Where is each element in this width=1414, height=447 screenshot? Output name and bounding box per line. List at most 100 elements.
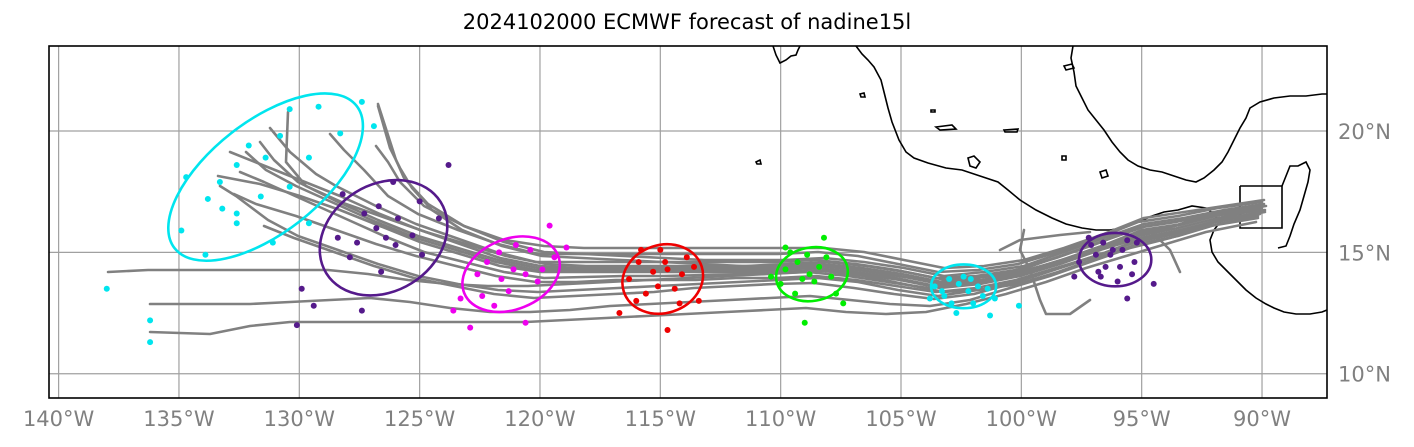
ensemble-point-purple	[354, 239, 361, 246]
ensemble-point-purple	[1097, 273, 1104, 280]
ensemble-point-purple	[1102, 263, 1109, 270]
ensemble-point-cyan	[337, 130, 344, 137]
ensemble-point-cyan	[955, 280, 962, 287]
ensemble-point-purple	[375, 203, 382, 210]
ensemble-point-cyan	[970, 300, 977, 307]
ensemble-point-purple	[293, 322, 300, 329]
ensemble-point-red	[657, 246, 664, 253]
ensemble-point-red	[664, 327, 671, 334]
ensemble-point-cyan	[967, 276, 974, 283]
ensemble-point-purple	[409, 232, 416, 239]
lon-tick-label: 125°W	[384, 407, 456, 431]
ensemble-point-cyan	[926, 295, 933, 302]
ensemble-point-red	[650, 268, 657, 275]
ensemble-positions	[103, 98, 1157, 346]
ensemble-point-purple	[382, 234, 389, 241]
ensemble-point-cyan	[948, 300, 955, 307]
ensemble-point-cyan	[233, 210, 240, 217]
ensemble-point-red	[616, 310, 623, 317]
ensemble-point-red	[642, 290, 649, 297]
ensemble-point-purple	[1114, 278, 1121, 285]
ensemble-point-green	[811, 278, 818, 285]
ensemble-point-red	[664, 266, 671, 273]
ensemble-point-cyan	[305, 154, 312, 161]
ensemble-point-cyan	[219, 205, 226, 212]
ensemble-point-cyan	[286, 106, 293, 113]
ensemble-point-magenta	[546, 222, 553, 229]
latitude-tick-labels: 20°N 15°N 10°N	[1338, 120, 1391, 387]
ensemble-tracks	[106, 102, 1268, 336]
ensemble-point-purple	[1092, 251, 1099, 258]
ensemble-point-cyan	[147, 339, 154, 346]
ensemble-point-cyan	[245, 142, 252, 149]
ensemble-point-magenta	[510, 266, 517, 273]
ensemble-point-green	[806, 271, 813, 278]
ensemble-point-red	[633, 297, 640, 304]
ensemble-point-cyan	[178, 227, 185, 234]
map-title: 2024102000 ECMWF forecast of nadine15l	[462, 10, 912, 34]
ensemble-point-magenta	[498, 276, 505, 283]
ensemble-point-cyan	[960, 273, 967, 280]
ensemble-point-purple	[1124, 237, 1131, 244]
probability-ellipses	[167, 92, 1153, 316]
ensemble-point-red	[638, 246, 645, 253]
lon-tick-label: 120°W	[504, 407, 576, 431]
coastlines	[754, 46, 1327, 315]
ensemble-point-cyan	[991, 295, 998, 302]
ensemble-point-cyan	[931, 283, 938, 290]
ensemble-point-cyan	[233, 220, 240, 227]
ensemble-point-magenta	[457, 295, 464, 302]
ensemble-point-green	[782, 266, 789, 273]
ensemble-point-purple	[1071, 273, 1078, 280]
ensemble-point-purple	[358, 307, 365, 314]
ensemble-point-purple	[1107, 251, 1114, 258]
lon-tick-label: 135°W	[143, 407, 215, 431]
ensemble-point-green	[820, 234, 827, 241]
ensemble-point-cyan	[183, 174, 190, 181]
ensemble-point-cyan	[204, 195, 211, 202]
ensemble-point-green	[782, 244, 789, 251]
ensemble-point-magenta	[551, 254, 558, 261]
ensemble-point-magenta	[496, 249, 503, 256]
ensemble-point-purple	[1117, 263, 1124, 270]
ensemble-point-purple	[1124, 295, 1131, 302]
ensemble-point-red	[671, 285, 678, 292]
forecast-ellipse-cyan	[929, 263, 998, 310]
ensemble-point-red	[654, 283, 661, 290]
ensemble-point-green	[804, 251, 811, 258]
ensemble-point-red	[662, 259, 669, 266]
map-frame	[48, 45, 1328, 399]
ensemble-point-magenta	[512, 242, 519, 249]
ensemble-point-cyan	[946, 276, 953, 283]
ensemble-point-cyan	[979, 293, 986, 300]
ensemble-point-purple	[390, 178, 397, 185]
ensemble-point-cyan	[358, 98, 365, 105]
ensemble-point-cyan	[277, 132, 284, 139]
lon-tick-label: 95°W	[1113, 407, 1171, 431]
forecast-ellipse-green	[774, 245, 850, 303]
lon-tick-label: 105°W	[865, 407, 937, 431]
ensemble-point-purple	[298, 285, 305, 292]
ensemble-point-green	[840, 300, 847, 307]
lon-tick-label: 140°W	[23, 407, 95, 431]
ensemble-point-purple	[346, 254, 353, 261]
ensemble-point-purple	[1109, 246, 1116, 253]
ensemble-point-cyan	[987, 312, 994, 319]
ensemble-point-cyan	[305, 220, 312, 227]
ensemble-point-cyan	[257, 193, 264, 200]
ensemble-point-green	[792, 290, 799, 297]
ensemble-point-green	[833, 290, 840, 297]
ensemble-point-purple	[1131, 259, 1138, 266]
ensemble-point-purple	[445, 161, 452, 168]
ensemble-point-purple	[435, 215, 442, 222]
ensemble-point-green	[799, 276, 806, 283]
ensemble-point-magenta	[474, 271, 481, 278]
ensemble-point-red	[635, 259, 642, 266]
lon-tick-label: 130°W	[264, 407, 336, 431]
lat-tick-label: 15°N	[1338, 241, 1391, 265]
ensemble-point-cyan	[233, 161, 240, 168]
ensemble-point-magenta	[563, 244, 570, 251]
lon-tick-label: 100°W	[986, 407, 1058, 431]
ensemble-point-magenta	[534, 278, 541, 285]
ensemble-point-cyan	[269, 239, 276, 246]
